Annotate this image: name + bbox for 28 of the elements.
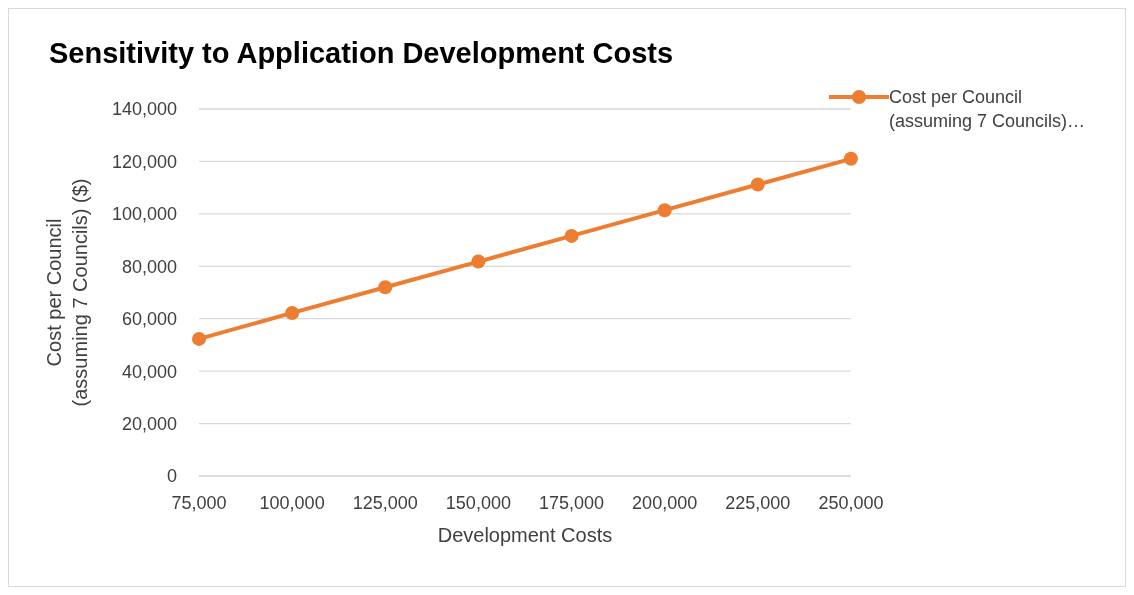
point: [285, 305, 300, 320]
y-tick-label: 20,000: [121, 413, 177, 434]
y-axis-title: Cost per Council (assuming 7 Councils) ($): [43, 178, 91, 407]
point: [843, 151, 858, 166]
x-tick-label: 225,000: [725, 492, 791, 513]
x-tick-label: 200,000: [632, 492, 698, 513]
y-tick-label: 80,000: [121, 256, 177, 277]
point: [564, 228, 579, 243]
point: [192, 331, 206, 346]
y-tick-label: 40,000: [121, 361, 177, 382]
y-tick-label: 120,000: [111, 151, 177, 172]
x-tick-label: 175,000: [538, 492, 605, 513]
point: [750, 177, 765, 192]
x-tick-label: 100,000: [259, 492, 325, 513]
x-tick-label: 150,000: [445, 492, 511, 513]
y-tick-label: 0: [166, 466, 177, 487]
y-tick-label: 60,000: [121, 309, 177, 330]
x-tick-label: 250,000: [818, 492, 884, 513]
chart-title: Sensitivity to Application Development Costs: [49, 37, 674, 70]
point: [657, 203, 672, 218]
point: [471, 254, 486, 269]
x-tick-label: 75,000: [171, 492, 227, 513]
legend-label: Cost per Council (assuming 7 Councils)…: [888, 86, 1085, 133]
point: [378, 280, 393, 295]
x-tick-label: 125,000: [352, 492, 418, 513]
x-axis-title: Development Costs: [437, 524, 613, 546]
y-tick-label: 100,000: [111, 204, 177, 225]
y-tick-label: 140,000: [111, 99, 177, 120]
